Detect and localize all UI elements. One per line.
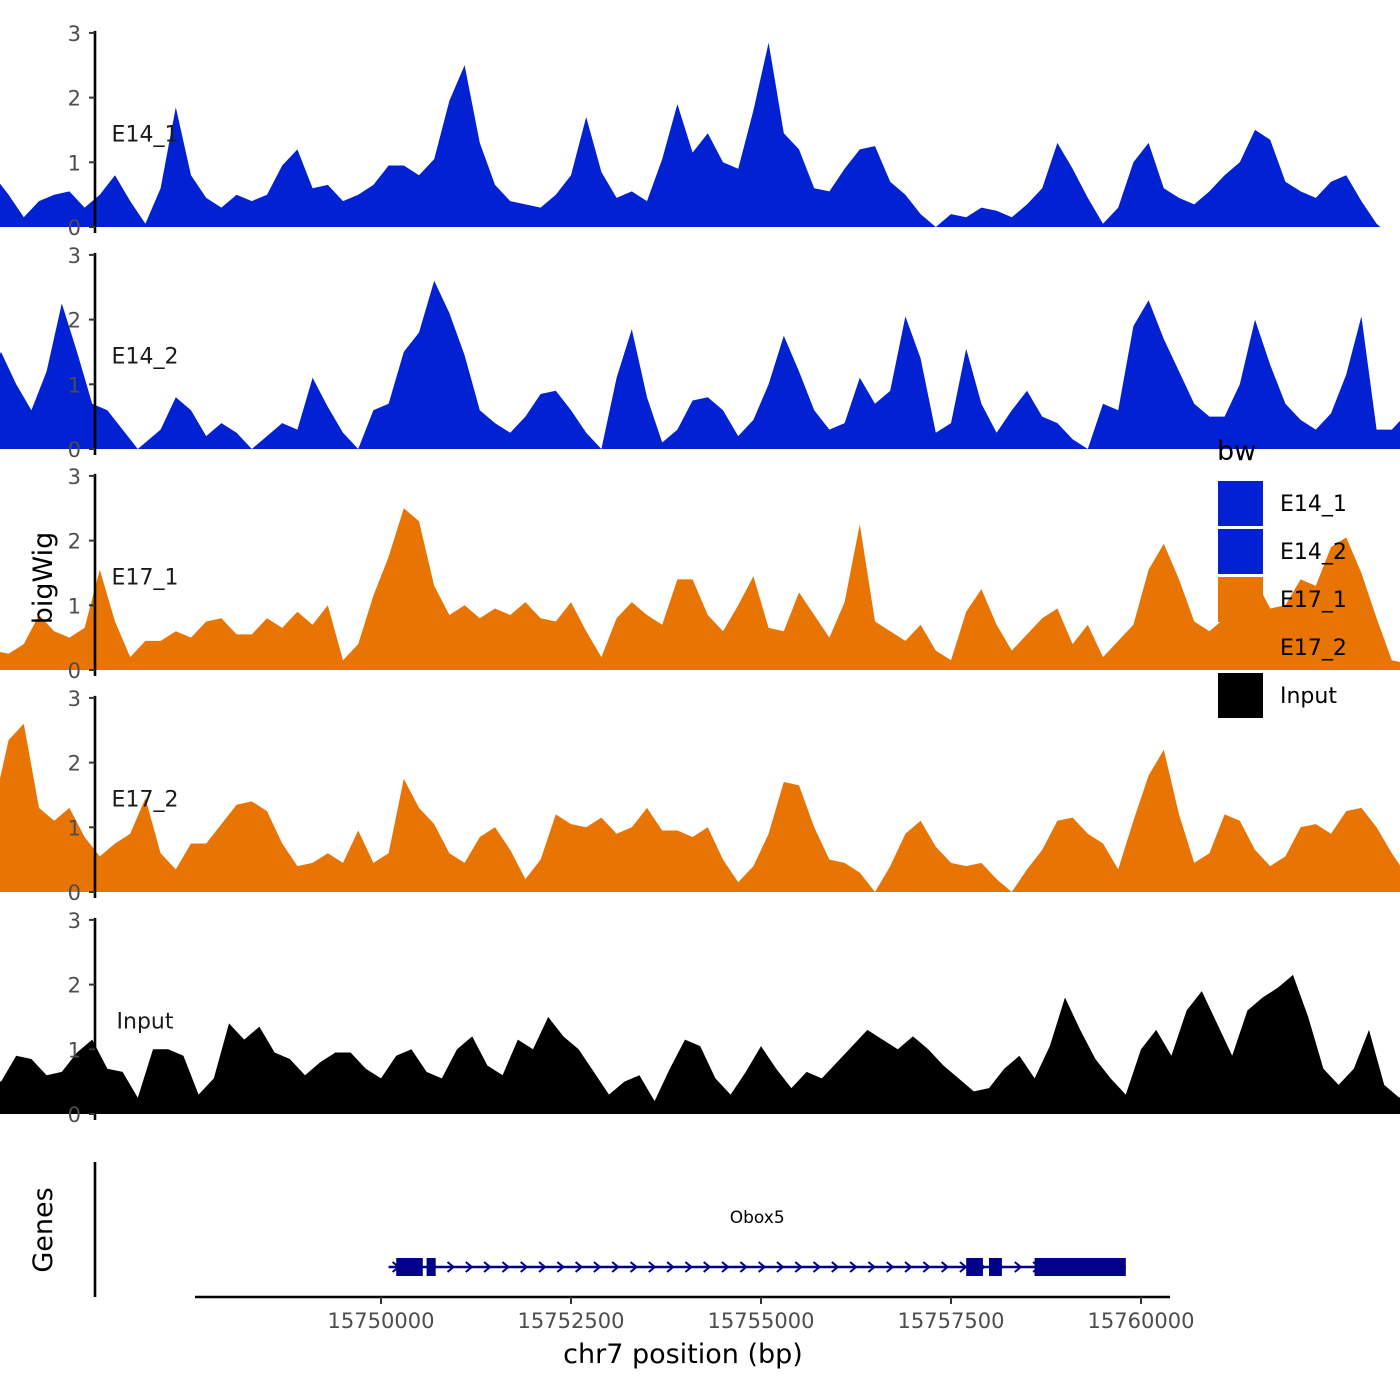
strand-arrow bbox=[501, 1261, 510, 1273]
legend-key bbox=[1218, 577, 1263, 622]
y-tick-label: 3 bbox=[68, 465, 81, 489]
strand-arrow bbox=[886, 1261, 895, 1273]
legend-label: E14_2 bbox=[1280, 540, 1347, 565]
x-tick-label: 15760000 bbox=[1088, 1309, 1195, 1333]
strand-arrow bbox=[739, 1261, 748, 1273]
y-tick-label: 1 bbox=[68, 1038, 81, 1062]
gene-track: Obox5 bbox=[93, 1162, 1126, 1297]
strand-arrow bbox=[538, 1261, 547, 1273]
strand-arrow bbox=[593, 1261, 602, 1273]
y-tick-label: 0 bbox=[68, 1103, 81, 1127]
y-tick-label: 2 bbox=[68, 87, 81, 111]
y-tick-label: 2 bbox=[68, 309, 81, 333]
strand-arrow bbox=[520, 1261, 529, 1273]
legend-key bbox=[1218, 625, 1263, 670]
strand-arrow bbox=[959, 1261, 968, 1273]
genes-axis-title: Genes bbox=[28, 1187, 59, 1272]
gene-exon bbox=[989, 1258, 1002, 1276]
gene-exon bbox=[966, 1258, 983, 1276]
x-axis-title: chr7 position (bp) bbox=[563, 1339, 803, 1370]
strand-arrow bbox=[721, 1261, 730, 1273]
strand-arrow bbox=[611, 1261, 620, 1273]
legend-key bbox=[1218, 529, 1263, 574]
strand-arrow bbox=[794, 1261, 803, 1273]
track-label: Input bbox=[117, 1009, 174, 1034]
y-tick-label: 3 bbox=[68, 909, 81, 933]
signal-area-e17-2 bbox=[0, 723, 1400, 892]
y-tick-label: 1 bbox=[68, 816, 81, 840]
y-tick-label: 0 bbox=[68, 438, 81, 462]
strand-arrow bbox=[849, 1261, 858, 1273]
strand-arrow bbox=[904, 1261, 913, 1273]
strand-arrow bbox=[703, 1261, 712, 1273]
strand-arrow bbox=[940, 1261, 950, 1273]
legend-label: E17_1 bbox=[1280, 588, 1347, 613]
y-tick-label: 2 bbox=[68, 974, 81, 998]
legend-label: E14_1 bbox=[1280, 492, 1347, 517]
x-tick-label: 15757500 bbox=[898, 1309, 1005, 1333]
legend-key bbox=[1218, 481, 1263, 526]
track-e17-1: 0 1 2 3 E17_1 bbox=[0, 465, 1400, 683]
gene-exon bbox=[396, 1258, 423, 1276]
y-tick-label: 1 bbox=[68, 151, 81, 175]
strand-arrow bbox=[629, 1261, 639, 1273]
legend-title: bw bbox=[1217, 436, 1256, 467]
legend-label: E17_2 bbox=[1280, 636, 1347, 661]
y-tick-label: 0 bbox=[68, 216, 81, 240]
signal-tracks: 0 1 2 3 E14_1 0 1 2 3 E14_2 0 1 2 3 E17_1 0 1 2 3 E17_2 0 1 2 3… bbox=[0, 22, 1400, 1127]
strand-arrow bbox=[1014, 1261, 1023, 1273]
track-label: E14_1 bbox=[112, 122, 179, 147]
strand-arrow bbox=[666, 1261, 675, 1273]
strand-arrow bbox=[867, 1261, 876, 1273]
strand-arrow bbox=[922, 1261, 931, 1273]
track-e14-2: 0 1 2 3 E14_2 bbox=[0, 244, 1400, 462]
strand-arrow bbox=[812, 1261, 822, 1273]
track-label: E14_2 bbox=[112, 344, 179, 369]
signal-area-e17-1 bbox=[0, 508, 1400, 670]
signal-area-e14-2 bbox=[0, 280, 1400, 449]
y-tick-label: 2 bbox=[68, 530, 81, 554]
strand-arrow bbox=[648, 1261, 657, 1273]
track-input: 0 1 2 3 Input bbox=[0, 909, 1400, 1127]
signal-area-input bbox=[0, 974, 1400, 1114]
y-axis-title: bigWig bbox=[28, 532, 59, 625]
gene-exon bbox=[426, 1258, 436, 1276]
strand-arrow bbox=[465, 1261, 474, 1273]
x-tick-label: 15752500 bbox=[518, 1309, 625, 1333]
y-tick-label: 3 bbox=[68, 22, 81, 46]
y-tick-label: 3 bbox=[68, 244, 81, 268]
strand-arrow bbox=[446, 1261, 456, 1273]
strand-arrow bbox=[776, 1261, 785, 1273]
y-tick-label: 3 bbox=[68, 687, 81, 711]
gene-name-label: Obox5 bbox=[730, 1208, 785, 1228]
strand-arrow bbox=[574, 1261, 584, 1273]
x-tick-label: 15750000 bbox=[328, 1309, 435, 1333]
strand-arrow bbox=[483, 1261, 492, 1273]
legend-key bbox=[1218, 673, 1263, 718]
x-tick-label: 15755000 bbox=[708, 1309, 815, 1333]
track-e14-1: 0 1 2 3 E14_1 bbox=[0, 22, 1381, 240]
y-tick-label: 0 bbox=[68, 881, 81, 905]
strand-arrow bbox=[556, 1261, 565, 1273]
y-tick-label: 1 bbox=[68, 594, 81, 618]
track-e17-2: 0 1 2 3 E17_2 bbox=[0, 687, 1400, 905]
x-axis: 15750000 15752500 15755000 15757500 15760000 bbox=[195, 1295, 1195, 1333]
track-label: E17_2 bbox=[112, 787, 179, 812]
y-tick-label: 2 bbox=[68, 752, 81, 776]
legend-label: Input bbox=[1280, 684, 1337, 709]
track-label: E17_1 bbox=[112, 565, 179, 590]
y-tick-label: 0 bbox=[68, 659, 81, 683]
legend: bw E14_1 E14_2 E17_1 E17_2 Input bbox=[1217, 436, 1347, 718]
strand-arrow bbox=[757, 1261, 767, 1273]
strand-arrow bbox=[831, 1261, 840, 1273]
signal-area-e14-1 bbox=[0, 42, 1381, 227]
gene-exon bbox=[1034, 1258, 1126, 1276]
y-tick-label: 1 bbox=[68, 373, 81, 397]
strand-arrow bbox=[684, 1261, 693, 1273]
